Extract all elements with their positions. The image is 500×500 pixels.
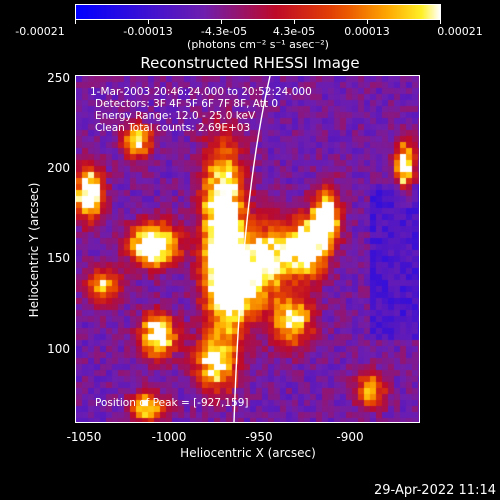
y-tick-label: 200: [47, 161, 70, 175]
colorbar-tick: [148, 20, 149, 24]
colorbar-label: -4.3e-05: [200, 25, 248, 38]
colorbar-tick: [75, 20, 76, 24]
y-tick-label: 100: [47, 342, 70, 356]
x-tick-label: -950: [245, 430, 273, 444]
y-axis-label: Heliocentric Y (arcsec): [27, 182, 41, 318]
time-range-text: 1-Mar-2003 20:46:24.000 to 20:52:24.000: [90, 86, 312, 98]
x-tick-label: -1050: [66, 430, 102, 444]
colorbar-tick: [440, 20, 441, 24]
x-axis-label: Heliocentric X (arcsec): [180, 446, 316, 460]
colorbar: [75, 4, 441, 20]
solar-limb-line: [233, 76, 271, 422]
x-tick-label: -1000: [151, 430, 187, 444]
y-tick-label: 150: [47, 251, 70, 265]
image-title: Reconstructed RHESSI Image: [140, 54, 360, 72]
detectors-text: Detectors: 3F 4F 5F 6F 7F 8F, Att 0: [95, 98, 279, 110]
image-plot: 1-Mar-2003 20:46:24.000 to 20:52:24.000 …: [75, 75, 420, 423]
plot-date: 29-Apr-2022 11:14: [374, 483, 496, 498]
colorbar-label: 0.00013: [344, 25, 390, 38]
peak-position-text: Position of Peak = [-927,159]: [95, 397, 249, 409]
limb-overlay: [233, 76, 271, 422]
colorbar-tick: [221, 20, 222, 24]
colorbar-label: 0.00021: [437, 25, 483, 38]
colorbar-tick: [294, 20, 295, 24]
colorbar-units: (photons cm⁻² s⁻¹ asec⁻²): [187, 38, 329, 51]
colorbar-label: -0.00021: [15, 25, 65, 38]
colorbar-label: 4.3e-05: [272, 25, 316, 38]
energy-range-text: Energy Range: 12.0 - 25.0 keV: [95, 110, 256, 122]
colorbar-tick: [367, 20, 368, 24]
y-tick-label: 250: [47, 71, 70, 85]
clean-counts-text: Clean Total counts: 2.69E+03: [95, 122, 251, 134]
colorbar-label: -0.00013: [123, 25, 173, 38]
intensity-map: [76, 76, 419, 422]
x-tick-label: -900: [336, 430, 364, 444]
